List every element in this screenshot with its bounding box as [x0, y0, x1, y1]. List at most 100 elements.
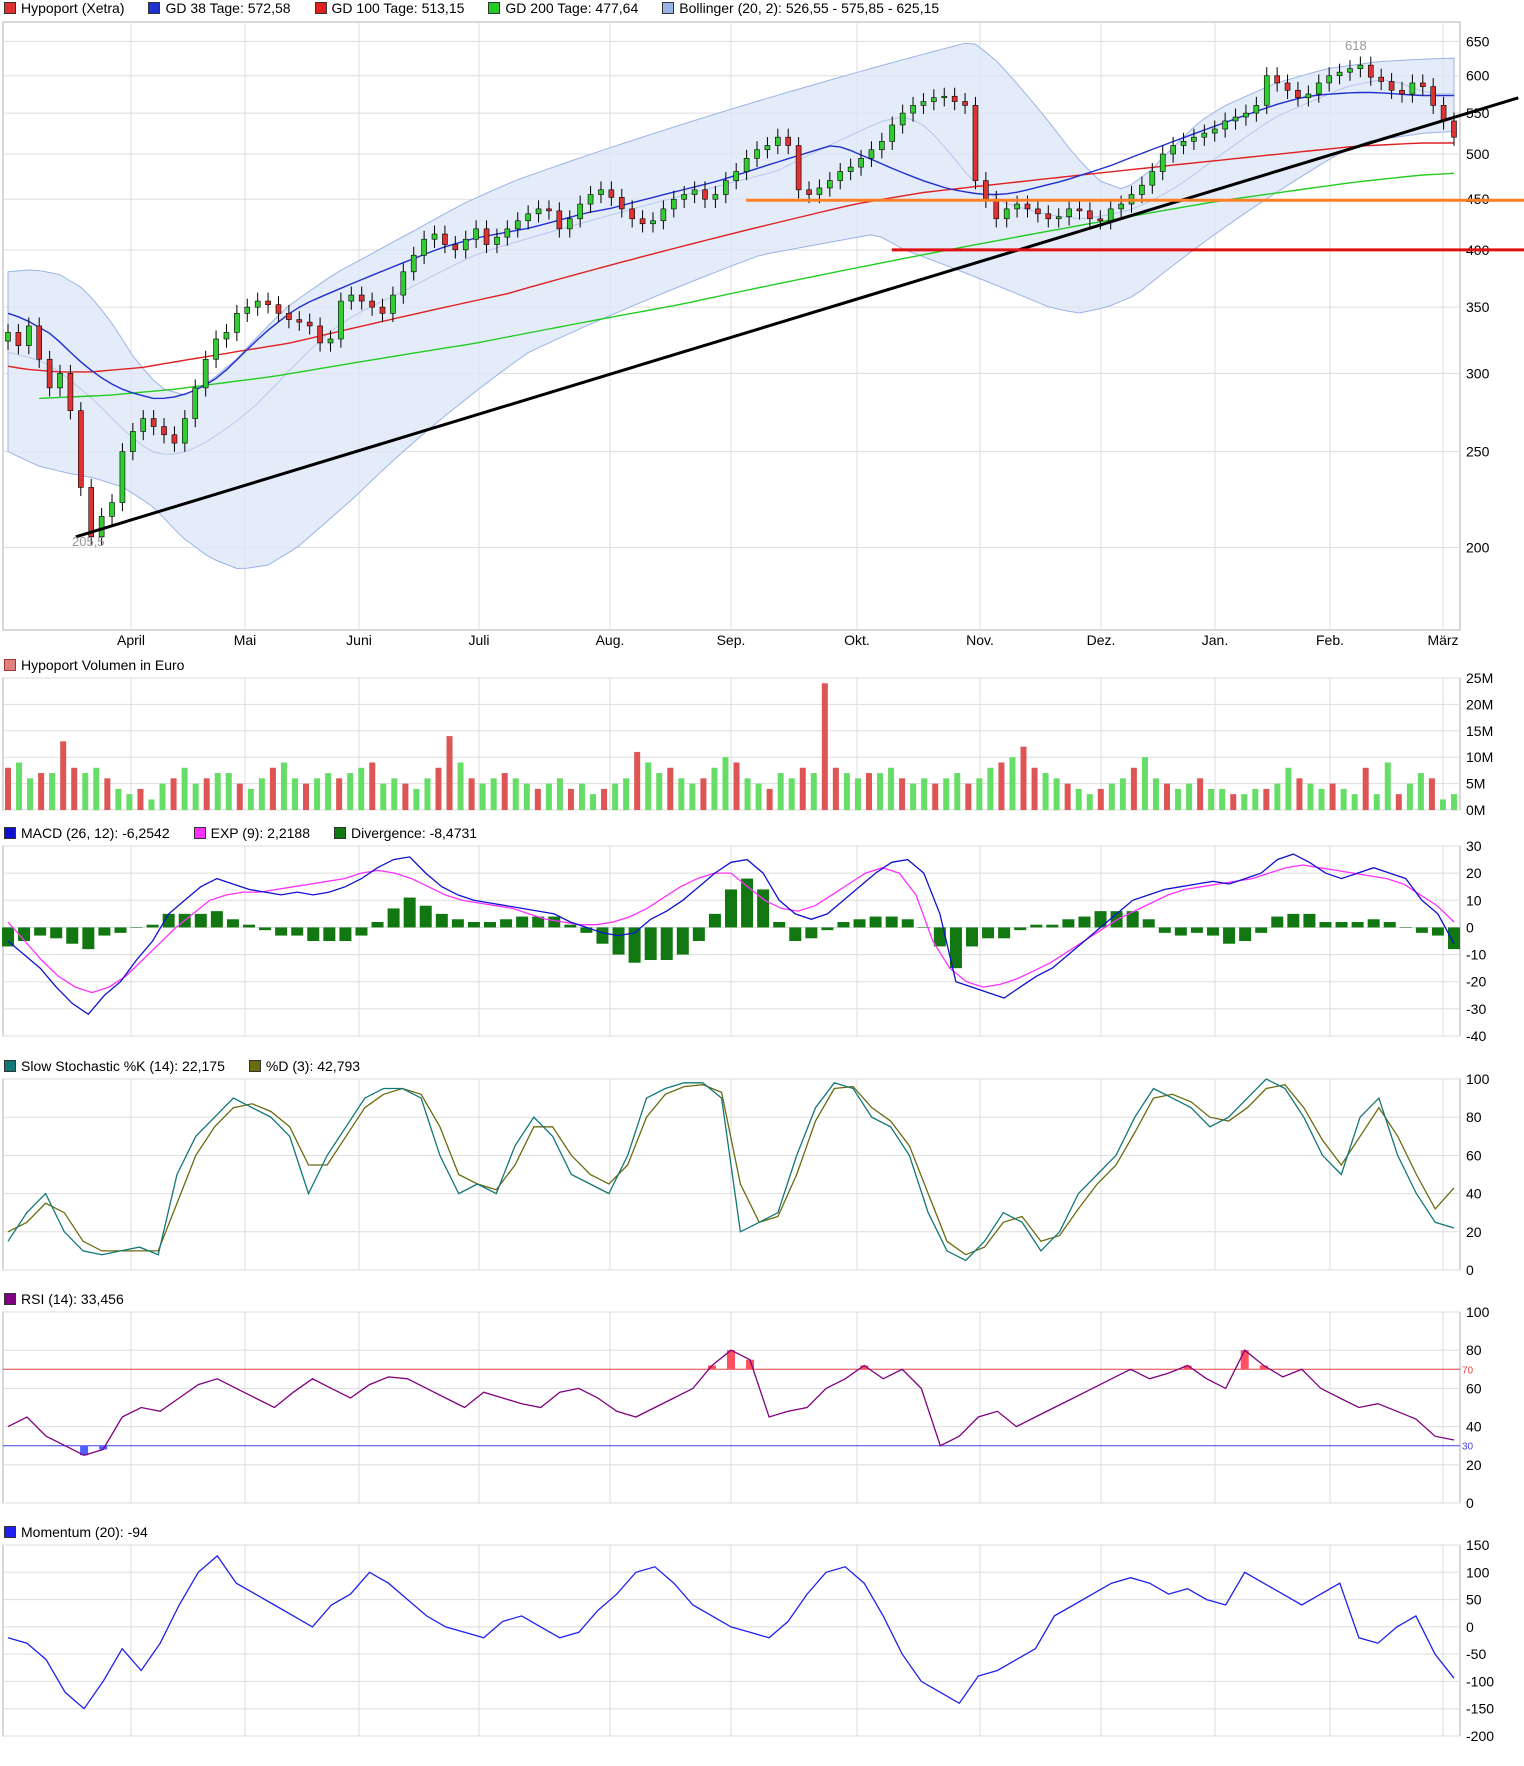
candle: [650, 212, 656, 233]
candle: [1149, 163, 1156, 194]
volume-bar: [1439, 799, 1446, 810]
rsi-oversold-fill: [99, 1445, 108, 1450]
candle-body: [223, 332, 230, 340]
candle-body: [1347, 68, 1353, 73]
candle-body: [296, 319, 303, 323]
divergence-bar: [210, 911, 223, 928]
candle-body: [202, 358, 209, 389]
candle-body: [1326, 75, 1332, 84]
candle-body: [1149, 171, 1156, 186]
volume-bar: [656, 773, 663, 810]
legend-swatch: [488, 2, 501, 14]
candle: [566, 210, 573, 238]
volume-bar: [1141, 757, 1148, 810]
legend-item: GD 100 Tage: 513,15: [314, 0, 464, 16]
volume-bar: [810, 773, 817, 810]
candle-body: [26, 325, 32, 346]
candle-body: [931, 97, 937, 102]
high-annotation: 618: [1345, 38, 1367, 53]
volume-bar: [16, 762, 23, 810]
volume-tick-label: 15M: [1466, 723, 1493, 739]
candle: [1305, 85, 1312, 107]
volume-bar: [314, 778, 321, 810]
rsi-tick-label: 60: [1466, 1380, 1482, 1396]
candle: [972, 96, 979, 190]
volume-bar: [667, 767, 674, 810]
volume-bar: [71, 767, 78, 810]
candle: [1003, 200, 1010, 228]
divergence-bar: [1319, 922, 1332, 928]
macd-tick-label: -30: [1466, 1001, 1486, 1017]
candle-body: [254, 300, 261, 308]
momentum-tick-label: -100: [1466, 1673, 1494, 1689]
price-legend: Hypoport (Xetra) GD 38 Tage: 572,58 GD 100…: [0, 0, 959, 18]
volume-bar: [258, 778, 265, 810]
macd-tick-label: 0: [1466, 919, 1474, 935]
legend-item: Momentum (20): -94: [4, 1524, 148, 1540]
legend-swatch: [314, 2, 327, 14]
volume-bar: [126, 794, 133, 810]
volume-bar: [38, 773, 45, 810]
month-label: Juni: [346, 632, 372, 648]
candle: [26, 317, 32, 355]
volume-bar: [1086, 794, 1093, 810]
divergence-bar: [1126, 911, 1139, 928]
divergence-bar: [259, 927, 272, 931]
volume-bar: [402, 783, 409, 810]
month-label: April: [117, 632, 145, 648]
macd-legend: MACD (26, 12): -6,2542 EXP (9): 2,2188 Div…: [0, 825, 497, 843]
divergence-bar: [596, 927, 609, 944]
volume-bar: [148, 799, 155, 810]
volume-bar: [468, 778, 475, 810]
candle: [254, 292, 261, 316]
candle-body: [140, 418, 147, 432]
legend-item: %D (3): 42,793: [248, 1058, 361, 1074]
volume-bar: [755, 783, 762, 810]
volume-bar: [1053, 778, 1060, 810]
legend-swatch: [334, 827, 346, 839]
candle-body: [1357, 64, 1364, 69]
volume-bar: [711, 767, 718, 810]
candle-body: [1211, 128, 1218, 134]
divergence-bar: [194, 913, 207, 928]
candle-body: [306, 321, 313, 327]
volume-bar: [888, 767, 895, 810]
candle-body: [639, 218, 646, 225]
legend-label: %D (3): 42,793: [265, 1058, 361, 1074]
stochastic-tick-label: 40: [1466, 1186, 1482, 1202]
divergence-bar: [451, 919, 464, 928]
rsi-tick-label: 40: [1466, 1419, 1482, 1435]
volume-bar: [303, 783, 310, 810]
volume-bar: [1362, 767, 1369, 810]
candle: [1419, 74, 1426, 96]
volume-bar: [192, 783, 199, 810]
candle: [171, 426, 178, 452]
divergence-bar: [837, 922, 850, 928]
candle: [608, 181, 615, 207]
legend-swatch: [4, 827, 16, 839]
candle-body: [431, 233, 438, 240]
volume-bar: [457, 762, 464, 810]
momentum-line: [7, 1554, 1455, 1710]
candle: [1055, 208, 1062, 228]
candle: [1253, 96, 1260, 122]
divergence-bar: [291, 927, 304, 936]
candle-body: [920, 101, 927, 106]
divergence-bar: [1448, 927, 1460, 950]
candle-body: [338, 300, 344, 340]
candle-body: [983, 180, 989, 200]
legend-item: Slow Stochastic %K (14): 22,175: [4, 1058, 225, 1074]
candle: [161, 418, 167, 444]
candle: [431, 225, 438, 248]
candle-body: [587, 194, 594, 205]
candle-body: [806, 189, 812, 195]
divergence-bar: [805, 927, 818, 939]
volume-bar: [446, 736, 453, 810]
volume-bar: [203, 778, 210, 810]
candle: [452, 235, 459, 259]
volume-bar: [865, 773, 872, 810]
volume-bar: [1186, 783, 1193, 810]
candle-body: [317, 325, 323, 344]
candle-body: [608, 189, 615, 198]
divergence-bar: [917, 927, 930, 928]
